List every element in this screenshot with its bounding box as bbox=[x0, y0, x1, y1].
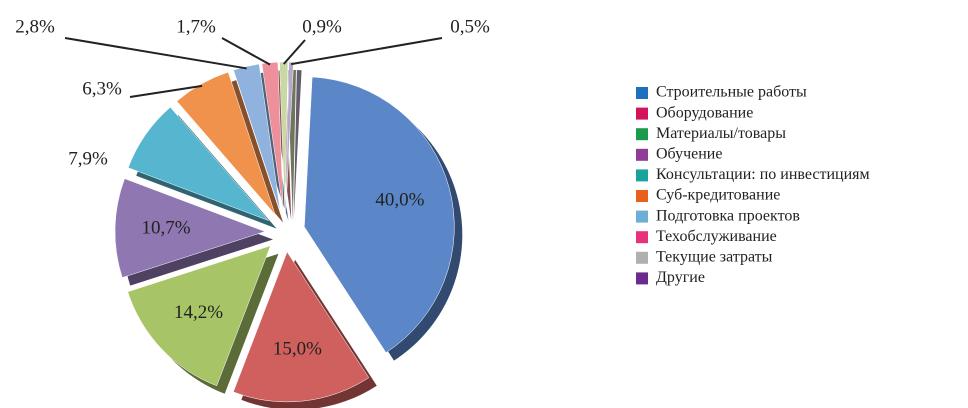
legend-label: Обучение bbox=[656, 145, 722, 162]
legend-swatch bbox=[636, 190, 648, 202]
legend-label: Оборудование bbox=[656, 104, 753, 121]
legend-label: Суб-кредитование bbox=[656, 187, 780, 204]
data-label: 2,8% bbox=[15, 16, 55, 37]
data-label: 15,0% bbox=[273, 339, 322, 360]
legend-label: Материалы/товары bbox=[656, 125, 786, 142]
slice bbox=[233, 251, 370, 403]
legend-label: Консультации: по инвестициям bbox=[656, 166, 870, 183]
legend-swatch bbox=[636, 231, 648, 244]
slice bbox=[279, 61, 289, 213]
slice bbox=[285, 61, 294, 213]
slice bbox=[176, 71, 276, 215]
legend-swatch bbox=[636, 272, 648, 285]
slice bbox=[261, 61, 284, 213]
legend-label: Техобслуживание bbox=[656, 228, 777, 245]
data-label: 40,0% bbox=[375, 190, 424, 211]
legend-swatch bbox=[636, 128, 648, 141]
leader-line bbox=[221, 37, 271, 66]
slice-side bbox=[293, 70, 302, 221]
legend-swatch bbox=[636, 148, 648, 161]
legend-label: Другие bbox=[656, 269, 705, 286]
slice bbox=[127, 106, 269, 221]
legend-label: Подготовка проектов bbox=[656, 207, 800, 224]
legend-swatch bbox=[636, 107, 648, 120]
data-label: 7,9% bbox=[68, 148, 108, 169]
data-label: 14,2% bbox=[174, 302, 223, 323]
data-label: 0,9% bbox=[302, 16, 342, 37]
data-label: 6,3% bbox=[82, 78, 122, 99]
slice bbox=[304, 76, 455, 353]
leader-line bbox=[290, 37, 443, 66]
slice bbox=[233, 63, 281, 213]
leader-line bbox=[283, 39, 306, 65]
legend-swatch bbox=[636, 251, 648, 264]
legend-swatch bbox=[636, 169, 648, 182]
data-label: 0,5% bbox=[450, 16, 490, 37]
legend-label: Текущие затраты bbox=[656, 248, 773, 265]
leader-line bbox=[64, 37, 247, 70]
legend-label: Строительные работы bbox=[656, 84, 807, 101]
legend-swatch bbox=[636, 210, 648, 223]
leader-line bbox=[129, 84, 203, 98]
data-label: 10,7% bbox=[141, 217, 190, 238]
slice bbox=[127, 245, 271, 387]
data-label: 1,7% bbox=[176, 16, 216, 37]
slice bbox=[114, 178, 266, 278]
legend-swatch bbox=[636, 87, 648, 99]
